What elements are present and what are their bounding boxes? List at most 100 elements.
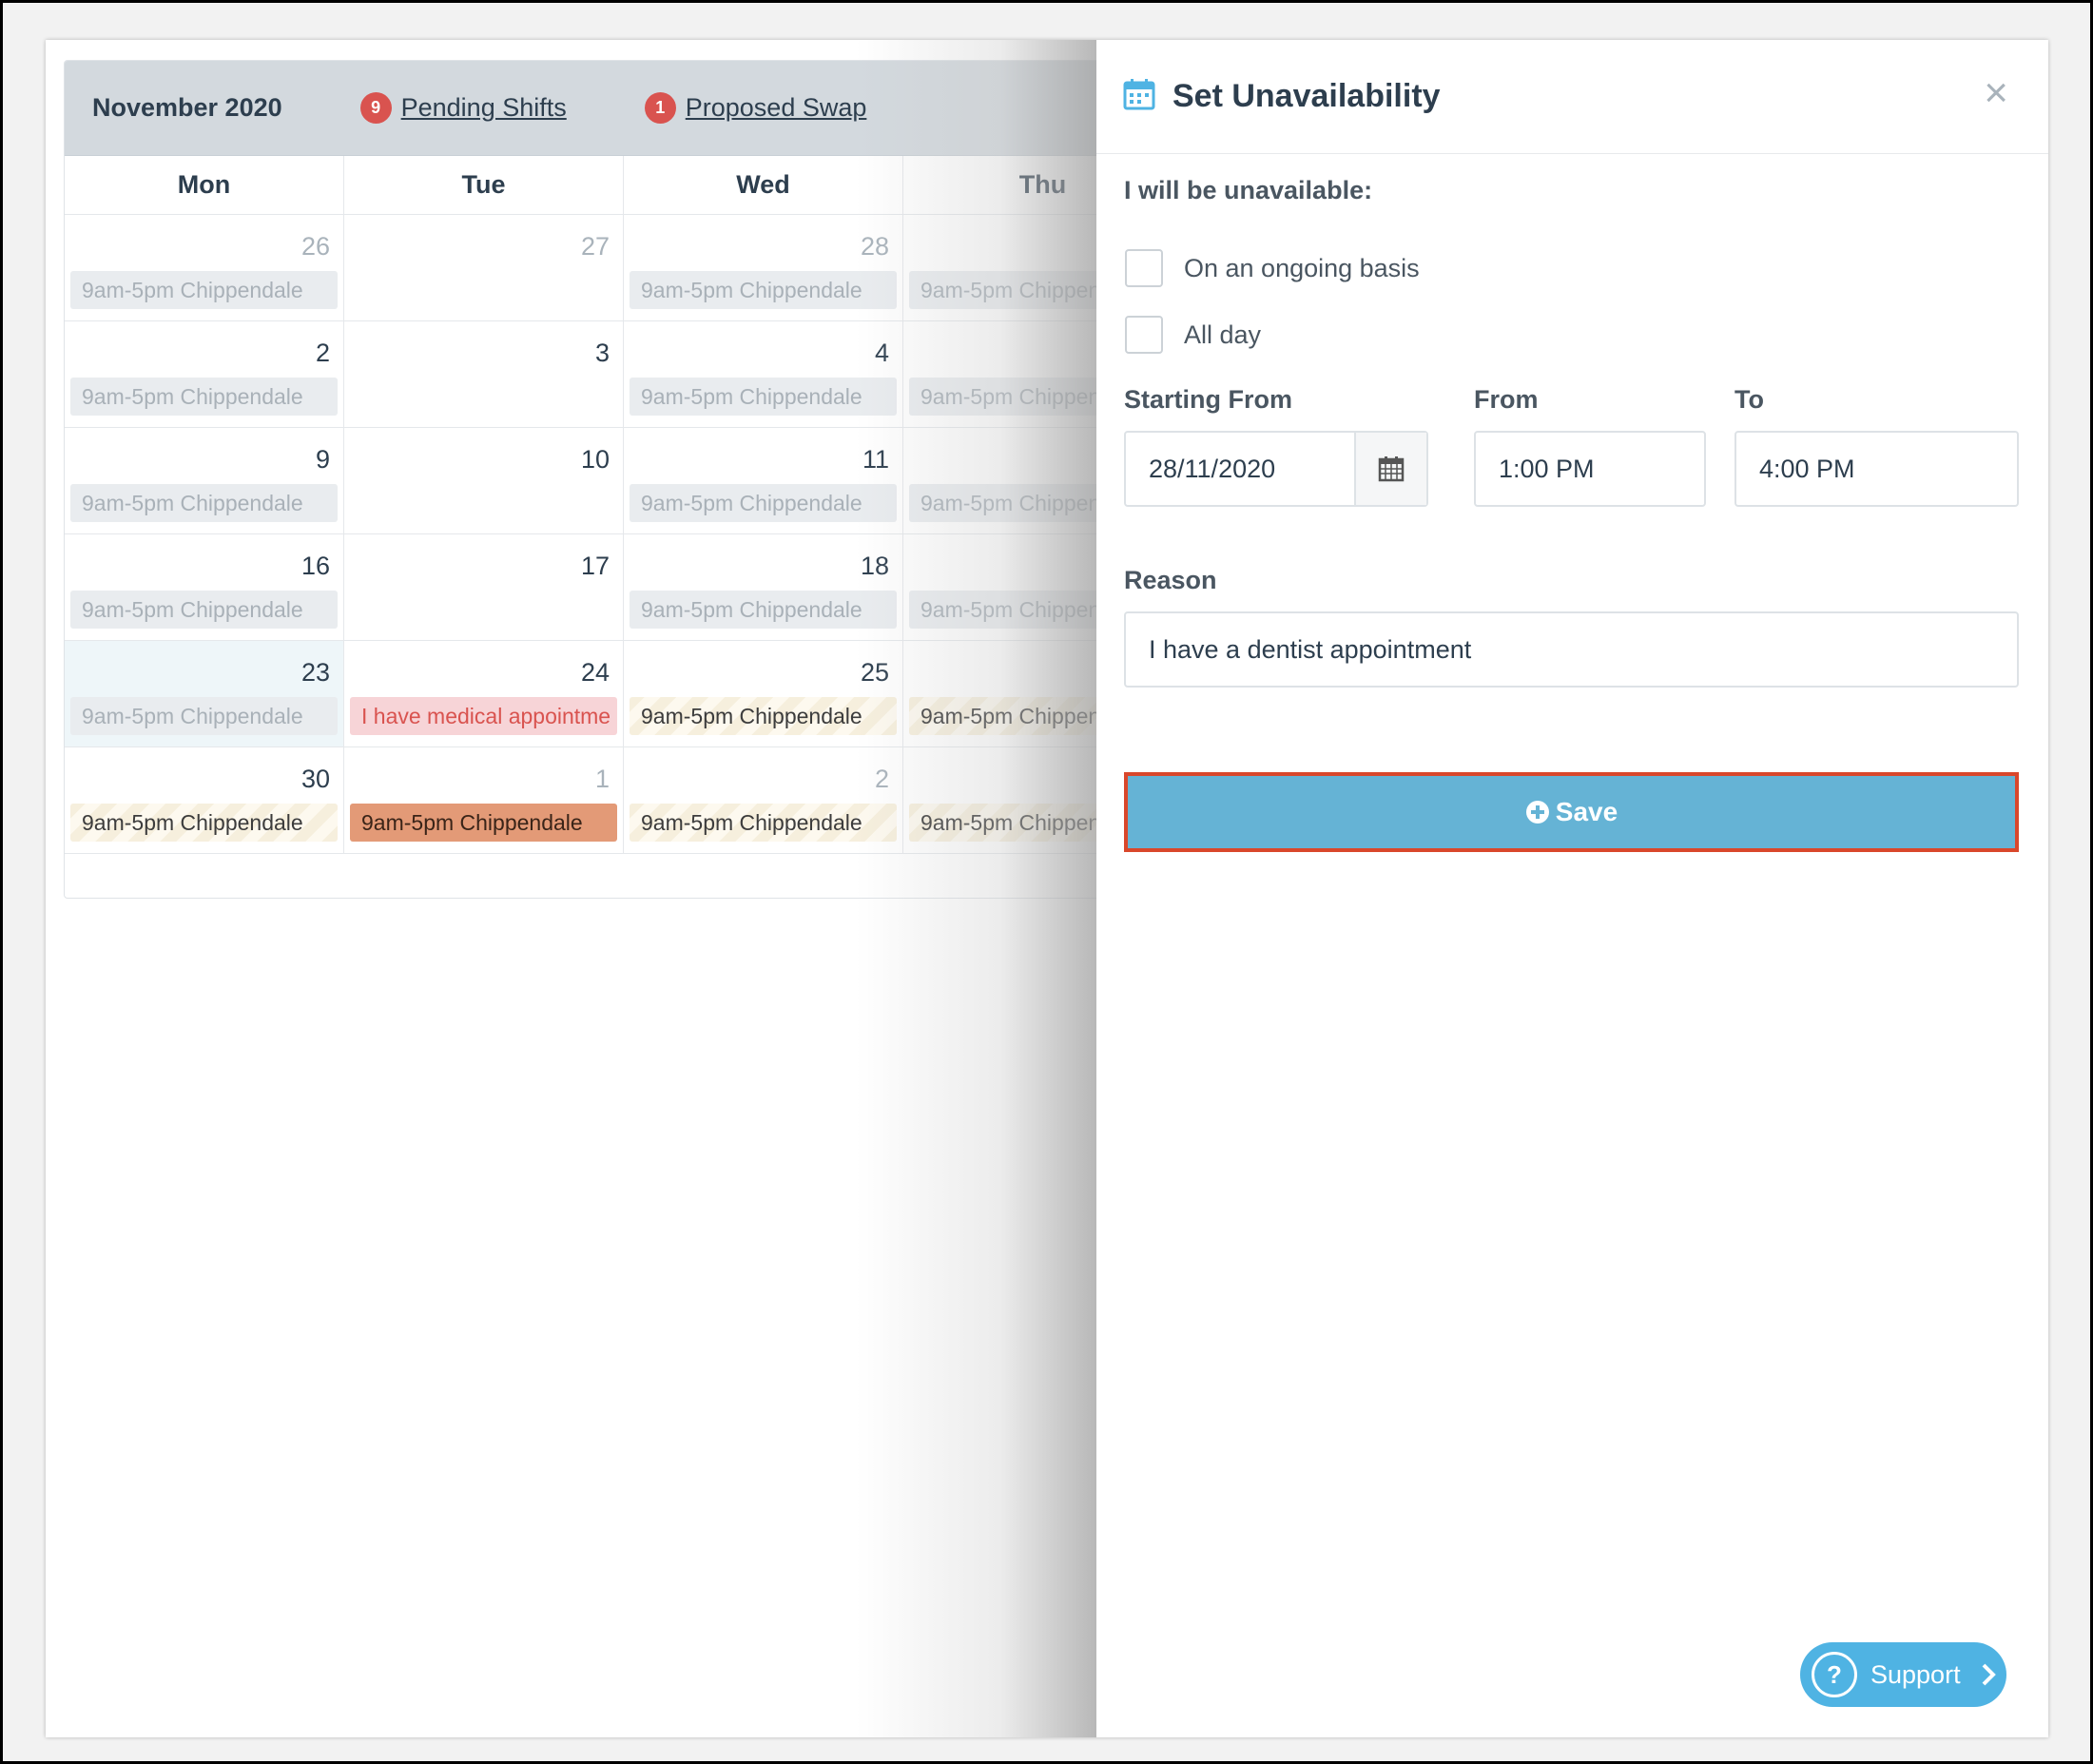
shift-entry[interactable]: 9am-5pm Chippendale <box>70 804 338 842</box>
calendar-picker-icon <box>1378 456 1405 482</box>
calendar-week-row: 16 9am-5pm Chippendale 17 18 9am-5pm Chippen… <box>65 534 1128 641</box>
weekday-header: Mon Tue Wed Thu <box>65 156 1128 215</box>
calendar-day-cell[interactable]: 11 9am-5pm Chippendale <box>624 428 903 533</box>
pending-shifts-label: Pending Shifts <box>400 93 567 122</box>
calendar-day-cell[interactable]: 2 9am-5pm Chippendale <box>65 321 344 427</box>
weekday-label: Mon <box>65 156 344 214</box>
close-icon[interactable]: × <box>1984 69 2008 116</box>
start-date-input[interactable]: 28/11/2020 <box>1124 431 1428 507</box>
day-number: 28 <box>860 232 889 261</box>
calendar: November 2020 9 Pending Shifts 1 Propose… <box>64 60 1129 899</box>
calendar-day-cell[interactable]: 24 I have medical appointme <box>344 641 624 746</box>
plus-circle-icon <box>1525 801 1549 824</box>
shift-entry[interactable]: 9am-5pm Chippendale <box>70 271 338 309</box>
month-title: November 2020 <box>92 93 282 122</box>
weekday-label: Thu <box>903 156 1128 214</box>
starting-from-label: Starting From <box>1124 385 1293 414</box>
calendar-week-row: 30 9am-5pm Chippendale 1 9am-5pm Chippendal… <box>65 747 1128 854</box>
support-button[interactable]: ? Support <box>1800 1642 2006 1707</box>
calendar-day-cell[interactable]: 23 9am-5pm Chippendale <box>65 641 344 746</box>
shift-entry[interactable]: 9am-5pm Chippendale <box>350 804 617 842</box>
from-time-value: 1:00 PM <box>1499 454 1595 483</box>
calendar-day-cell[interactable]: 9 9am-5pm Chippendale <box>65 428 344 533</box>
to-label: To <box>1734 385 1764 414</box>
calendar-day-cell[interactable]: 4 9am-5pm Chippendale <box>624 321 903 427</box>
proposed-swap-link[interactable]: 1 Proposed Swap <box>644 92 867 124</box>
calendar-day-cell[interactable]: 30 9am-5pm Chippendale <box>65 747 344 853</box>
calendar-day-cell[interactable]: 1 9am-5pm Chippendale <box>344 747 624 853</box>
from-time-input[interactable]: 1:00 PM <box>1474 431 1706 507</box>
calendar-grid: 26 9am-5pm Chippendale 27 28 9am-5pm Chippen… <box>65 215 1128 854</box>
reason-label: Reason <box>1124 566 1217 594</box>
swap-count-badge: 1 <box>644 92 676 124</box>
allday-checkbox[interactable] <box>1125 316 1163 354</box>
ongoing-checkbox[interactable] <box>1125 249 1163 287</box>
shift-entry[interactable]: 9am-5pm Chippendale <box>630 378 897 416</box>
weekday-label: Tue <box>344 156 624 214</box>
shift-entry[interactable]: 9am-5pm Chippendale <box>630 697 897 735</box>
ongoing-option[interactable]: On an ongoing basis <box>1125 249 1420 287</box>
day-number: 2 <box>874 765 889 793</box>
day-number: 3 <box>594 339 610 367</box>
day-number: 24 <box>580 658 610 687</box>
day-number: 17 <box>580 552 610 580</box>
panel-header: Set Unavailability × <box>1096 40 2048 154</box>
shift-entry[interactable]: 9am-5pm Chippendale <box>630 804 897 842</box>
shift-entry[interactable]: 9am-5pm Chippendale <box>630 591 897 629</box>
calendar-day-cell[interactable]: 28 9am-5pm Chippendale <box>624 215 903 320</box>
to-time-value: 4:00 PM <box>1759 454 1855 483</box>
date-picker-button[interactable] <box>1354 433 1426 505</box>
day-number: 1 <box>594 765 610 793</box>
reason-value: I have a dentist appointment <box>1149 634 1472 664</box>
allday-option[interactable]: All day <box>1125 316 1261 354</box>
unavailability-entry[interactable]: I have medical appointme <box>350 697 617 735</box>
chevron-right-icon <box>1982 1663 1996 1686</box>
pending-count-badge: 9 <box>359 92 392 124</box>
pending-shifts-link[interactable]: 9 Pending Shifts <box>359 92 567 124</box>
day-number: 10 <box>580 445 610 474</box>
start-date-value: 28/11/2020 <box>1149 454 1276 483</box>
calendar-day-cell[interactable]: 3 <box>344 321 624 427</box>
day-number: 16 <box>300 552 330 580</box>
calendar-week-row: 9 9am-5pm Chippendale 10 11 9am-5pm Chippend… <box>65 428 1128 534</box>
question-circle-icon: ? <box>1812 1652 1857 1697</box>
shift-entry[interactable]: 9am-5pm Chippendale <box>630 271 897 309</box>
shift-entry[interactable]: 9am-5pm Chippendale <box>70 697 338 735</box>
calendar-day-cell[interactable]: 18 9am-5pm Chippendale <box>624 534 903 640</box>
day-number: 11 <box>862 445 889 474</box>
from-label: From <box>1474 385 1539 414</box>
calendar-day-cell[interactable]: 10 <box>344 428 624 533</box>
support-label: Support <box>1870 1659 1961 1689</box>
calendar-day-cell[interactable]: 9am-5pm Chippendale <box>903 428 1128 533</box>
day-number: 25 <box>860 658 889 687</box>
calendar-day-cell[interactable]: 26 9am-5pm Chippendale <box>65 215 344 320</box>
panel-title: Set Unavailability <box>1172 78 1441 114</box>
calendar-day-cell[interactable]: 9am-5pm Chippendale <box>903 534 1128 640</box>
calendar-day-cell[interactable]: 9am-5pm Chippendale <box>903 321 1128 427</box>
unavailable-intro-label: I will be unavailable: <box>1124 176 1373 204</box>
calendar-day-cell[interactable]: 17 <box>344 534 624 640</box>
shift-entry[interactable]: 9am-5pm Chippendale <box>70 378 338 416</box>
calendar-day-cell[interactable]: 9am-5pm Chippendale <box>903 747 1128 853</box>
shift-entry[interactable]: 9am-5pm Chippendale <box>630 484 897 522</box>
save-label: Save <box>1555 797 1618 826</box>
allday-label: All day <box>1184 320 1262 349</box>
day-number: 30 <box>300 765 330 793</box>
calendar-week-row: 26 9am-5pm Chippendale 27 28 9am-5pm Chippen… <box>65 215 1128 321</box>
calendar-day-cell[interactable]: 9am-5pm Chippendale <box>903 215 1128 320</box>
calendar-day-cell[interactable]: 25 9am-5pm Chippendale <box>624 641 903 746</box>
shift-entry[interactable]: 9am-5pm Chippendale <box>70 484 338 522</box>
day-number: 9 <box>315 445 330 474</box>
save-button[interactable]: Save <box>1124 772 2019 852</box>
proposed-swap-label: Proposed Swap <box>685 93 867 122</box>
reason-input[interactable]: I have a dentist appointment <box>1124 611 2019 688</box>
day-number: 23 <box>300 658 330 687</box>
calendar-day-cell[interactable]: 27 <box>344 215 624 320</box>
calendar-day-cell[interactable]: 16 9am-5pm Chippendale <box>65 534 344 640</box>
shift-entry[interactable]: 9am-5pm Chippendale <box>70 591 338 629</box>
day-number: 18 <box>860 552 889 580</box>
unavailability-panel: Set Unavailability × I will be unavailab… <box>1096 40 2048 1737</box>
to-time-input[interactable]: 4:00 PM <box>1734 431 2019 507</box>
calendar-day-cell[interactable]: 2 9am-5pm Chippendale <box>624 747 903 853</box>
calendar-day-cell[interactable]: 9am-5pm Chippendale <box>903 641 1128 746</box>
